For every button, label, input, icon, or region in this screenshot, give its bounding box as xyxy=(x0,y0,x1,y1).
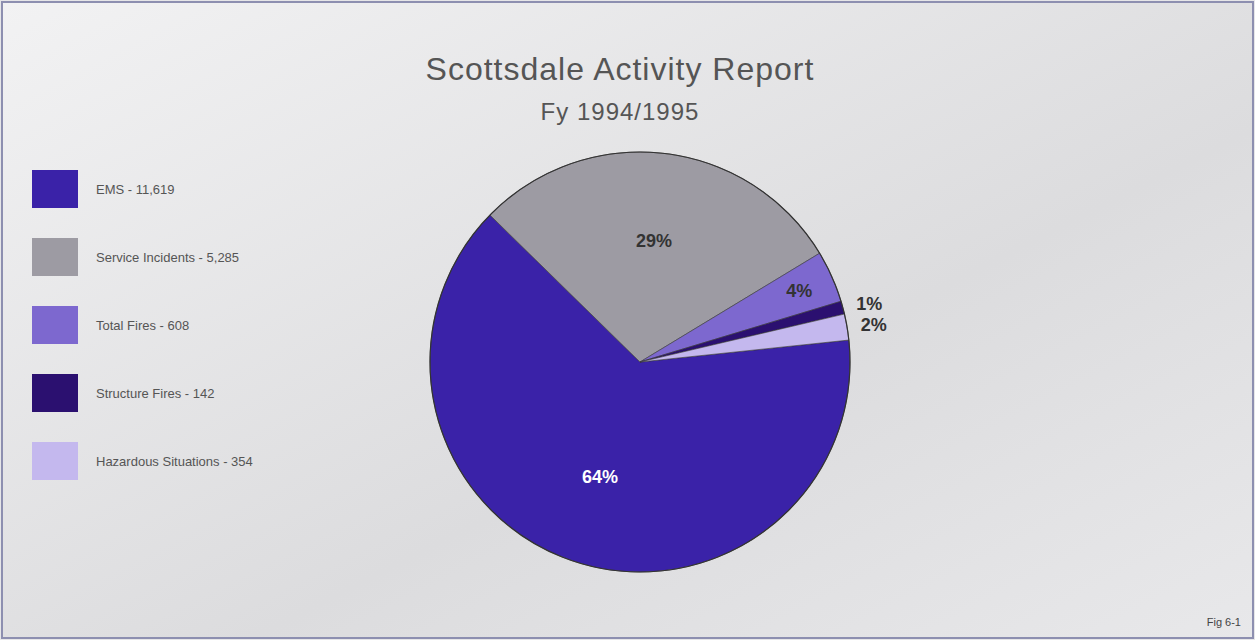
subtitle: Fy 1994/1995 xyxy=(541,98,700,125)
title: Scottsdale Activity Report xyxy=(426,51,815,87)
legend-swatch xyxy=(32,306,78,344)
pie-slice xyxy=(640,314,849,362)
data-label: 4% xyxy=(786,281,812,301)
legend-swatch xyxy=(32,442,78,480)
legend-swatch xyxy=(32,238,78,276)
data-label: 1% xyxy=(856,294,882,314)
pie xyxy=(430,152,850,572)
legend: EMS - 11,619 Service Incidents - 5,285 Tot… xyxy=(32,170,253,480)
legend-label: Total Fires - 608 xyxy=(96,318,189,333)
legend-label: Hazardous Situations - 354 xyxy=(96,454,253,469)
chart: Scottsdale Activity Report Fy 1994/1995 64… xyxy=(0,0,1255,640)
background xyxy=(2,2,1253,638)
annotation: Fig 6-1 xyxy=(1207,616,1241,628)
data-labels: 64% 29% 4% 1%2% xyxy=(582,231,887,487)
legend-swatch xyxy=(32,170,78,208)
legend-label: Service Incidents - 5,285 xyxy=(96,250,239,265)
legend-label: EMS - 11,619 xyxy=(96,182,175,197)
legend-label: Structure Fires - 142 xyxy=(96,386,215,401)
data-label: 2% xyxy=(861,315,887,335)
legend-swatch xyxy=(32,374,78,412)
data-label: 29% xyxy=(636,231,672,251)
data-label: 64% xyxy=(582,467,618,487)
pie-outline xyxy=(430,152,850,572)
